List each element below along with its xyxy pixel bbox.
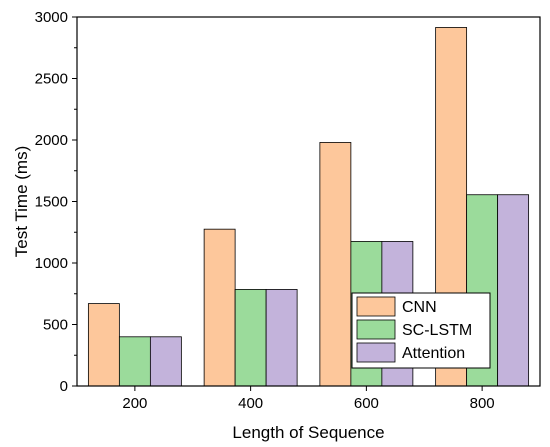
y-tick-label: 2000: [35, 132, 68, 149]
legend-label-sc-lstm: SC-LSTM: [402, 322, 472, 339]
legend-label-attention: Attention: [402, 345, 465, 362]
legend-label-cnn: CNN: [402, 299, 437, 316]
x-tick-label: 800: [470, 395, 495, 412]
bar-attention-800: [497, 194, 530, 387]
legend-swatch-cnn: [356, 296, 396, 317]
y-axis-title: Test Time (ms): [12, 146, 31, 257]
legend-swatch-sc-lstm: [356, 319, 396, 340]
legend: CNN SC-LSTM Attention: [351, 292, 491, 369]
y-tick-label: 2500: [35, 71, 68, 88]
x-tick-label: 400: [238, 395, 263, 412]
y-tick-label: 3000: [35, 9, 68, 26]
bar-sc-lstm-200: [118, 336, 151, 387]
y-tick-label: 0: [60, 378, 68, 395]
x-axis-title: Length of Sequence: [232, 423, 384, 442]
bar-sc-lstm-400: [234, 289, 267, 387]
y-tick-label: 1000: [35, 255, 68, 272]
x-tick-label: 600: [354, 395, 379, 412]
y-tick-label: 500: [43, 317, 68, 334]
bar-cnn-400: [203, 228, 236, 387]
legend-swatch-attention: [356, 342, 396, 363]
x-tick-label: 200: [122, 395, 147, 412]
y-tick-label: 1500: [35, 194, 68, 211]
ticks-layer: 200 400 600 800 0 500 1000 1500 2000 2500 3000: [35, 9, 495, 412]
bar-attention-400: [265, 289, 298, 387]
bar-cnn-200: [87, 303, 120, 387]
bar-cnn-600: [319, 142, 352, 387]
bar-attention-200: [149, 336, 182, 387]
